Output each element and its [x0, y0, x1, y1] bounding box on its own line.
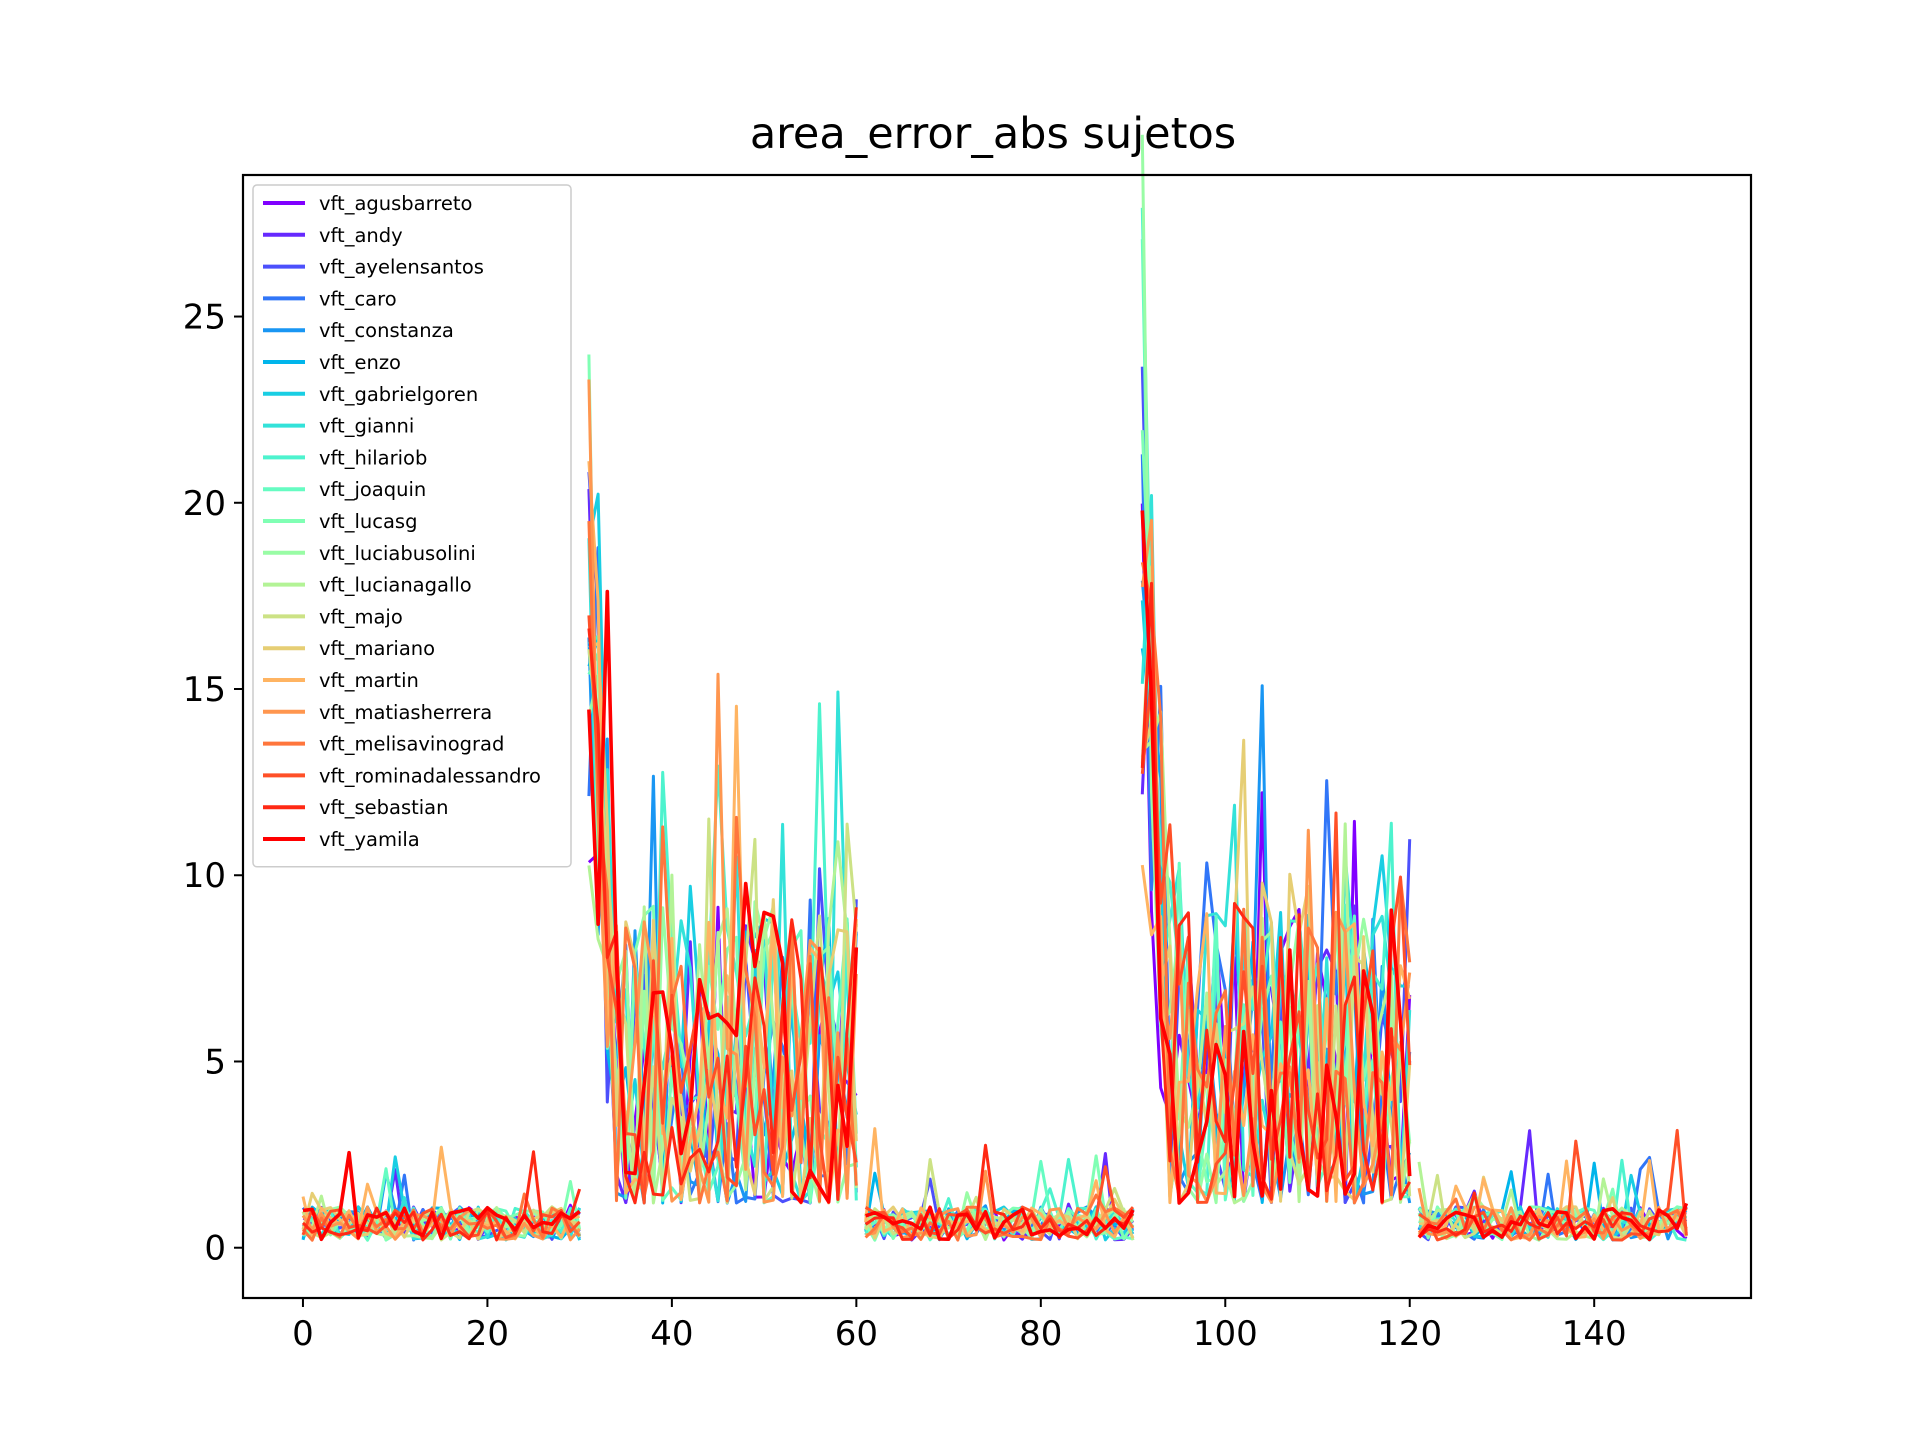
legend-box: [252, 184, 572, 868]
y-tick-label: 10: [183, 856, 226, 896]
legend-label-vft_sebastian: vft_sebastian: [319, 796, 448, 819]
series-line-vft_matiasherrera-seg1: [587, 379, 858, 1204]
series-line-vft_sebastian-seg0: [301, 1150, 582, 1242]
y-tick-label: 5: [204, 1042, 226, 1082]
x-tick-label: 20: [466, 1314, 509, 1354]
x-tick-label: 80: [1019, 1314, 1062, 1354]
legend-label-vft_gianni: vft_gianni: [319, 415, 414, 438]
y-tick-label: 15: [183, 670, 226, 710]
legend-label-vft_mariano: vft_mariano: [319, 637, 435, 660]
legend-label-vft_yamila: vft_yamila: [319, 828, 420, 851]
series-line-vft_sebastian-seg4: [1418, 1191, 1688, 1239]
legend-label-vft_melisavinograd: vft_melisavinograd: [319, 733, 504, 756]
y-tick-label: 0: [204, 1229, 226, 1269]
series-line-vft_yamila-seg4: [1417, 1202, 1689, 1242]
legend-label-vft_lucianagallo: vft_lucianagallo: [319, 574, 472, 597]
series-line-vft_yamila-seg0: [302, 1150, 581, 1242]
legend-label-vft_gabrielgoren: vft_gabrielgoren: [319, 383, 478, 406]
x-tick-label: 40: [650, 1314, 693, 1354]
series-line-vft_sebastian-seg1: [587, 628, 858, 1205]
x-tick-label: 140: [1562, 1314, 1627, 1354]
legend-label-vft_majo: vft_majo: [319, 605, 403, 628]
chart-title: area_error_abs sujetos: [750, 109, 1236, 159]
series-line-vft_yamila-seg3: [1140, 510, 1412, 1205]
legend: vft_agusbarreto vft_andy vft_ayelensantosv…: [252, 184, 572, 868]
series-line-vft_rominadalessandro-seg0: [301, 1207, 581, 1239]
legend-label-vft_joaquin: vft_joaquin: [319, 478, 426, 501]
legend-label-vft_constanza: vft_constanza: [319, 319, 454, 342]
legend-label-vft_agusbarreto: vft_agusbarreto: [319, 192, 472, 215]
series-line-vft_sebastian-seg2: [864, 1143, 1135, 1241]
series-line-vft_yamila-seg1: [587, 589, 859, 1204]
series-line-vft_sebastian-seg3: [1140, 581, 1412, 1201]
legend-label-vft_luciabusolini: vft_luciabusolini: [319, 542, 476, 565]
series-line-vft_melisavinograd-seg0: [301, 1192, 581, 1242]
series-vft_sebastian: [301, 581, 1688, 1242]
series-line-vft_yamila-seg2: [865, 1205, 1135, 1241]
legend-label-vft_caro: vft_caro: [319, 287, 397, 310]
legend-label-vft_andy: vft_andy: [319, 224, 403, 247]
plot-frame: [241, 173, 1753, 1300]
legend-label-vft_rominadalessandro: vft_rominadalessandro: [319, 764, 541, 787]
x-tick-label: 60: [835, 1314, 878, 1354]
series-line-vft_melisavinograd-seg2: [864, 1193, 1135, 1242]
legend-label-vft_ayelensantos: vft_ayelensantos: [319, 256, 484, 279]
legend-label-vft_martin: vft_martin: [319, 669, 419, 692]
series-line-vft_martin-seg4: [1417, 1159, 1687, 1241]
legend-label-vft_lucasg: vft_lucasg: [319, 510, 417, 533]
legend-label-vft_hilariob: vft_hilariob: [319, 446, 427, 469]
legend-label-vft_matiasherrera: vft_matiasherrera: [319, 701, 492, 724]
y-tick-label: 25: [183, 298, 226, 338]
series-line-vft_matiasherrera-seg3: [1140, 518, 1412, 1204]
x-tick-label: 120: [1377, 1314, 1442, 1354]
x-tick-label: 0: [292, 1314, 314, 1354]
legend-label-vft_enzo: vft_enzo: [319, 351, 401, 374]
series-layer: [301, 134, 1689, 1242]
axis-layer: 0 20 40 60 80 100 120 140 0 5 10 15 20 25: [183, 298, 1627, 1354]
x-tick-label: 100: [1193, 1314, 1258, 1354]
series-line-vft_matiasherrera-seg0: [301, 1205, 581, 1242]
series-line-vft_rominadalessandro-seg1: [587, 615, 858, 1205]
y-tick-label: 20: [183, 484, 226, 524]
series-vft_yamila: [302, 510, 1689, 1242]
